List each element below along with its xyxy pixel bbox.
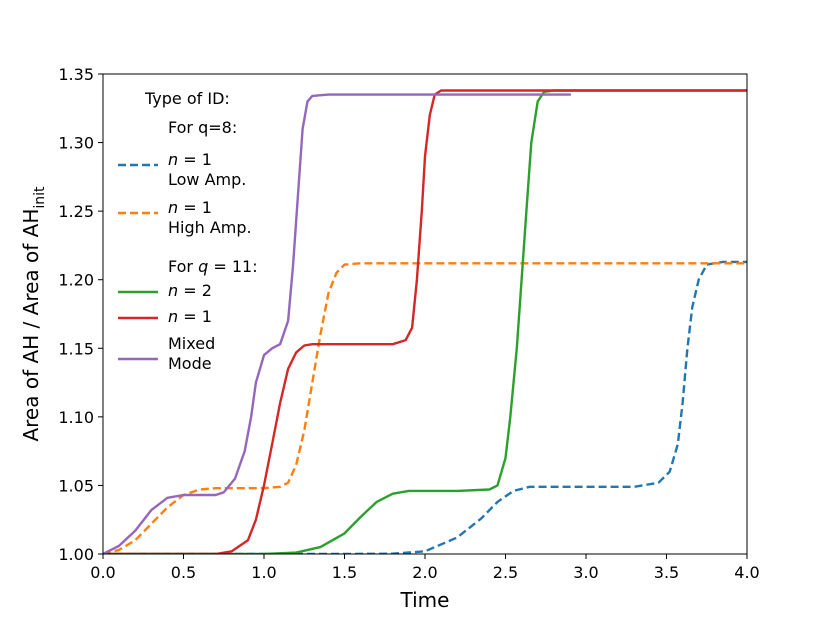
y-tick-label: 1.00 xyxy=(58,545,94,564)
series-line-q11_n2 xyxy=(103,89,747,554)
plot-area xyxy=(102,73,748,555)
legend-eq: = 2 xyxy=(178,281,212,300)
legend-label-line2-q8_n1_low: Low Amp. xyxy=(168,170,246,189)
series-line-q11_n1 xyxy=(103,89,747,554)
x-axis: 0.0 0.5 1.0 1.5 2.0 2.5 3.0 3.5 4.0 xyxy=(90,554,760,582)
legend-group-q11-heading: For q = 11: xyxy=(168,257,258,276)
y-axis-label-main: Area of AH / Area of AH xyxy=(19,209,43,442)
y-tick-label: 1.30 xyxy=(58,134,94,153)
series-line-q8_n1_high xyxy=(103,262,747,554)
y-tick-label: 1.15 xyxy=(58,339,94,358)
y-axis-label-subscript: init xyxy=(32,186,48,209)
x-tick-label: 2.5 xyxy=(493,563,518,582)
y-tick-label: 1.10 xyxy=(58,408,94,427)
y-axis-label: Area of AH / Area of AHinit xyxy=(19,186,48,442)
series-line-q11_mixed xyxy=(103,93,572,554)
x-tick-label: 1.5 xyxy=(332,563,357,582)
y-tick-label: 1.25 xyxy=(58,202,94,221)
x-tick-label: 0.5 xyxy=(171,563,196,582)
legend-q11-suffix: = 11: xyxy=(208,257,257,276)
legend-label-line2-q11_mixed: Mode xyxy=(168,354,212,373)
legend-label-line2-q8_n1_high: High Amp. xyxy=(168,218,252,237)
x-tick-label: 0.0 xyxy=(90,563,115,582)
legend-label-q8_n1_high: n = 1 xyxy=(168,198,212,217)
legend-eq: Mixed xyxy=(168,334,215,353)
legend-label-q11_mixed: Mixed xyxy=(168,334,215,353)
legend-q11-prefix: For xyxy=(168,257,198,276)
legend: Type of ID: For q=8: For q = 11: n = 1Lo… xyxy=(118,89,258,373)
legend-label-q11_n1: n = 1 xyxy=(168,307,212,326)
x-tick-label: 3.0 xyxy=(573,563,598,582)
legend-var: n xyxy=(168,307,178,326)
legend-q11-var: q xyxy=(198,257,208,276)
x-tick-label: 1.0 xyxy=(251,563,276,582)
legend-var: n xyxy=(168,150,178,169)
x-tick-label: 3.5 xyxy=(654,563,679,582)
x-tick-label: 4.0 xyxy=(734,563,759,582)
legend-label-q11_n2: n = 2 xyxy=(168,281,212,300)
legend-var: n xyxy=(168,281,178,300)
legend-eq: = 1 xyxy=(178,198,212,217)
y-tick-label: 1.05 xyxy=(58,476,94,495)
y-tick-label: 1.35 xyxy=(58,65,94,84)
x-tick-label: 2.0 xyxy=(412,563,437,582)
legend-title: Type of ID: xyxy=(144,89,230,108)
legend-eq: = 1 xyxy=(178,307,212,326)
legend-group-q8-heading: For q=8: xyxy=(168,118,237,137)
x-axis-label: Time xyxy=(400,588,450,612)
legend-var: n xyxy=(168,198,178,217)
legend-label-q8_n1_low: n = 1 xyxy=(168,150,212,169)
series-group xyxy=(103,89,747,554)
y-axis: 1.00 1.05 1.10 1.15 1.20 1.25 1.30 1.35 xyxy=(58,65,103,564)
legend-eq: = 1 xyxy=(178,150,212,169)
y-tick-label: 1.20 xyxy=(58,271,94,290)
